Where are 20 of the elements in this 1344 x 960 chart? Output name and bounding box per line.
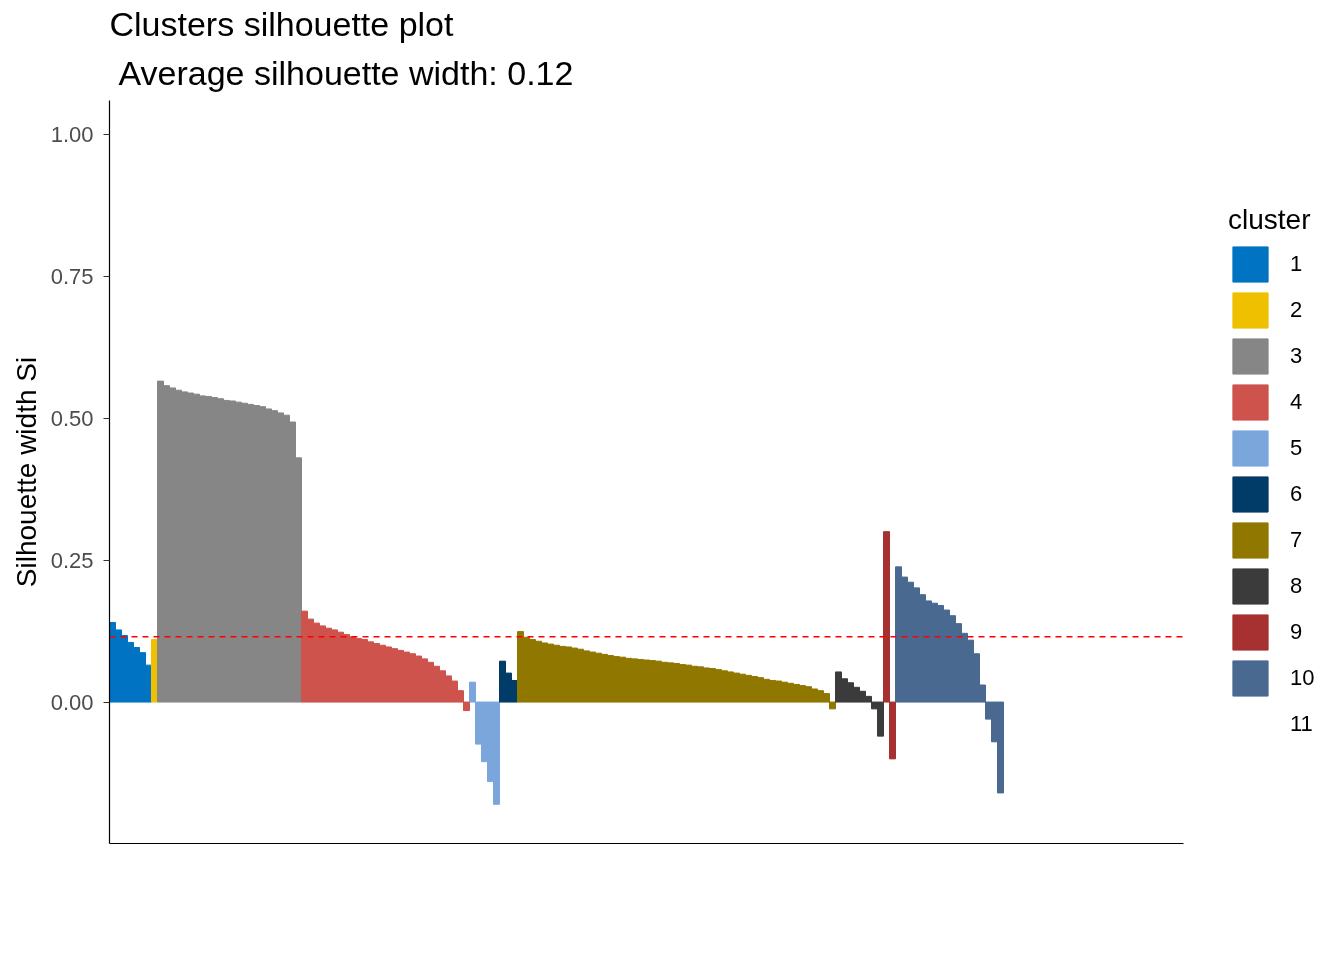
y-tick-label: 1.00 <box>50 121 94 147</box>
y-axis-title: Silhouette width Si <box>10 356 42 588</box>
legend-title: cluster <box>1228 204 1312 236</box>
y-tick-label: 0.50 <box>50 405 94 431</box>
legend-label: 2 <box>1290 297 1304 323</box>
legend-label: 5 <box>1290 435 1304 461</box>
y-tick-label: 0.25 <box>50 547 94 573</box>
chart-title: Clusters silhouette plot <box>109 4 454 43</box>
legend-label: 10 <box>1290 665 1315 691</box>
y-tick-label: 0.00 <box>50 689 94 715</box>
legend-label: 8 <box>1290 573 1304 599</box>
chart-subtitle: Average silhouette width: 0.12 <box>118 53 574 92</box>
y-tick-label: 0.75 <box>50 263 94 289</box>
legend-label: 4 <box>1290 389 1304 415</box>
legend-label: 1 <box>1290 251 1304 277</box>
text: 11 <box>1290 711 1313 737</box>
legend-label: 3 <box>1290 343 1304 369</box>
legend-label: 9 <box>1290 619 1304 645</box>
legend-label: 7 <box>1290 527 1304 553</box>
legend-label: 6 <box>1290 481 1304 507</box>
